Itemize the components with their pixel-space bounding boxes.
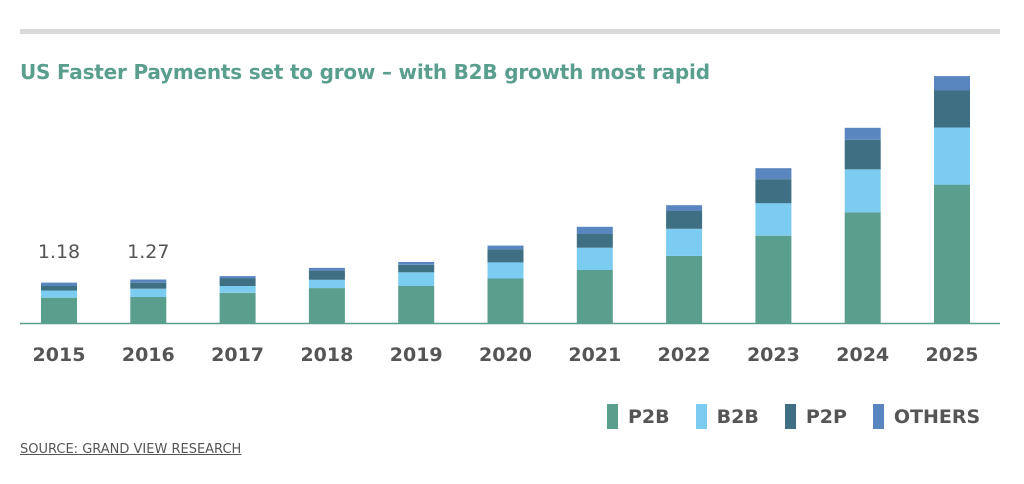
- bar-segment-others-2018: [308, 267, 345, 271]
- legend-label-b2b: B2B: [716, 405, 759, 428]
- legend-swatch-p2p: [784, 404, 796, 429]
- bar-segment-p2b-2016: [130, 297, 167, 323]
- x-tick-label-2017: 2017: [211, 344, 264, 366]
- bar-segment-p2b-2024: [844, 212, 881, 323]
- bar-segment-b2b-2023: [755, 203, 792, 236]
- bar-segment-p2b-2021: [576, 269, 613, 323]
- bar-segment-p2p-2025: [934, 90, 970, 128]
- bar-segment-p2p-2023: [755, 179, 792, 204]
- legend-item-b2b: B2B: [695, 404, 759, 429]
- x-tick-label-2015: 2015: [33, 344, 86, 366]
- bar-segment-b2b-2021: [576, 247, 613, 270]
- x-tick-label-2018: 2018: [300, 344, 353, 366]
- bar-segment-b2b-2020: [487, 262, 524, 279]
- bar-segment-p2b-2022: [666, 255, 703, 323]
- legend-item-p2b: P2B: [607, 404, 670, 429]
- bar-segment-p2p-2016: [130, 282, 167, 289]
- bar-segment-p2b-2019: [398, 286, 435, 323]
- bar-segment-p2b-2015: [41, 297, 77, 323]
- bar-segment-others-2017: [219, 276, 256, 279]
- bar-segment-p2p-2020: [487, 249, 524, 263]
- data-label-2015: 1.18: [38, 241, 80, 263]
- data-label-2016: 1.27: [127, 241, 169, 263]
- chart-title: US Faster Payments set to grow – with B2…: [20, 60, 710, 84]
- legend-item-others: OTHERS: [872, 404, 981, 429]
- bar-segment-p2p-2015: [41, 286, 77, 291]
- bar-segment-others-2015: [41, 282, 77, 286]
- bar-segment-others-2020: [487, 245, 524, 250]
- legend-swatch-others: [872, 404, 884, 429]
- bar-segment-p2p-2017: [219, 278, 256, 286]
- legend-swatch-p2b: [607, 404, 618, 429]
- bar-segment-others-2021: [576, 226, 613, 234]
- bar-segment-b2b-2024: [844, 169, 881, 213]
- x-tick-label-2023: 2023: [747, 344, 800, 366]
- bar-segment-others-2024: [844, 127, 881, 140]
- legend: P2B B2B P2P OTHERS: [607, 404, 1006, 429]
- x-tick-label-2021: 2021: [568, 344, 621, 366]
- bar-segment-others-2023: [755, 168, 792, 180]
- x-tick-label-2024: 2024: [836, 344, 889, 366]
- bar-segment-p2b-2018: [308, 288, 345, 323]
- bar-segment-p2p-2021: [576, 234, 613, 248]
- bar-segment-p2b-2020: [487, 278, 524, 323]
- bar-segment-p2b-2023: [755, 235, 792, 323]
- bar-segment-others-2022: [666, 205, 703, 211]
- x-tick-label-2016: 2016: [122, 344, 175, 366]
- legend-item-p2p: P2P: [784, 404, 847, 429]
- x-tick-label-2025: 2025: [926, 344, 979, 366]
- legend-label-p2b: P2B: [628, 405, 670, 428]
- bar-segment-others-2025: [934, 76, 970, 91]
- bar-segment-b2b-2025: [934, 127, 970, 185]
- bar-segment-b2b-2017: [219, 286, 256, 293]
- x-tick-label-2019: 2019: [390, 344, 443, 366]
- bar-segment-b2b-2019: [398, 272, 435, 286]
- bar-segment-b2b-2018: [308, 279, 345, 288]
- legend-label-p2p: P2P: [805, 405, 847, 428]
- bar-segment-b2b-2016: [130, 288, 167, 297]
- source-note: SOURCE: GRAND VIEW RESEARCH: [20, 442, 242, 457]
- bar-segment-p2p-2022: [666, 211, 703, 229]
- bar-segment-p2b-2025: [934, 184, 970, 323]
- bar-segment-p2p-2024: [844, 139, 881, 170]
- bar-segment-p2p-2018: [308, 270, 345, 280]
- x-tick-label-2020: 2020: [479, 344, 532, 366]
- bar-segment-b2b-2015: [41, 290, 77, 298]
- bar-segment-others-2016: [130, 279, 167, 283]
- bar-segment-b2b-2022: [666, 228, 703, 256]
- top-rule: [20, 29, 1000, 34]
- legend-label-others: OTHERS: [893, 405, 981, 428]
- legend-swatch-b2b: [695, 404, 707, 429]
- bar-segment-others-2019: [398, 262, 435, 265]
- bar-segment-p2b-2017: [219, 292, 256, 323]
- x-tick-label-2022: 2022: [658, 344, 711, 366]
- bar-segment-p2p-2019: [398, 264, 435, 273]
